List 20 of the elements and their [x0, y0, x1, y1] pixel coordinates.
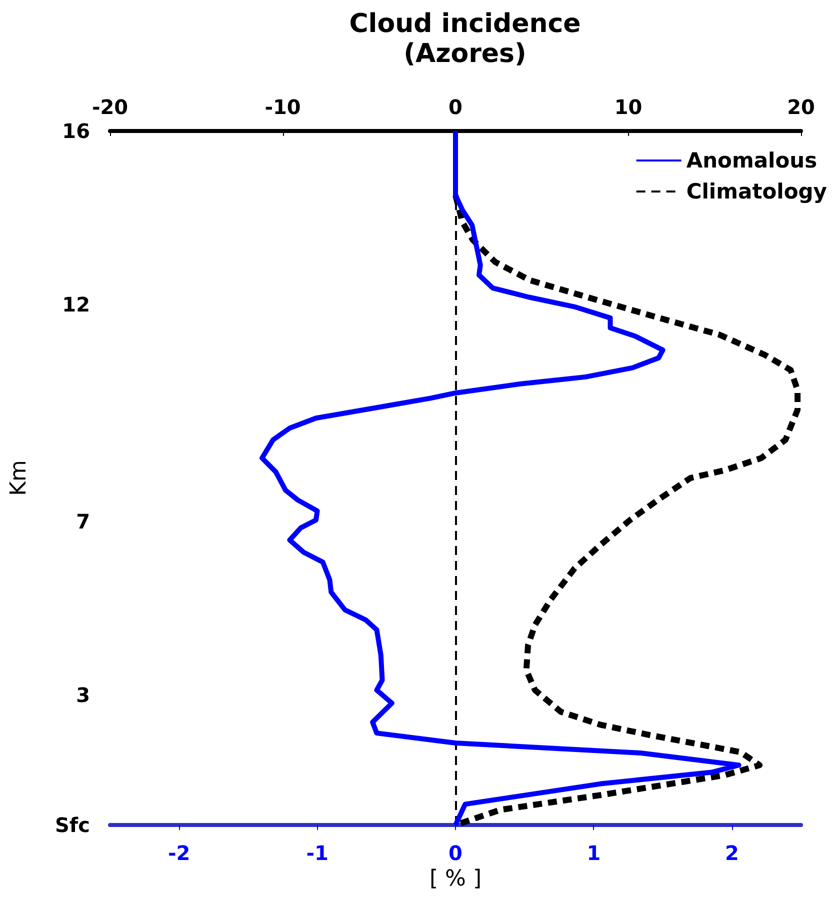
x-tick-label: 2 [724, 841, 739, 865]
x-tick-label: -1 [306, 841, 328, 865]
x-tick-label: 1 [586, 841, 601, 865]
x2-tick-label: 0 [448, 95, 462, 119]
x-tick-label: 0 [448, 841, 462, 865]
y-tick-label: 7 [76, 509, 90, 534]
x-tick-label: -2 [168, 841, 190, 865]
y-tick-label: 16 [62, 119, 90, 143]
x2-tick-label: -20 [92, 95, 128, 119]
x2-tick-label: 20 [787, 95, 815, 119]
y-tick-label: 3 [76, 682, 90, 707]
y-axis-title: Km [6, 460, 32, 496]
x2-tick-label: 10 [614, 95, 642, 119]
y-tick-label: 12 [62, 292, 90, 316]
x-axis-title: [ % ] [429, 866, 482, 892]
legend-label: Climatology [686, 180, 828, 204]
x2-tick-label: -10 [264, 95, 301, 119]
legend-label: Anomalous [686, 148, 818, 172]
chart-title: Cloud incidence (Azores) [349, 9, 581, 69]
y-tick-label: Sfc [55, 813, 90, 837]
